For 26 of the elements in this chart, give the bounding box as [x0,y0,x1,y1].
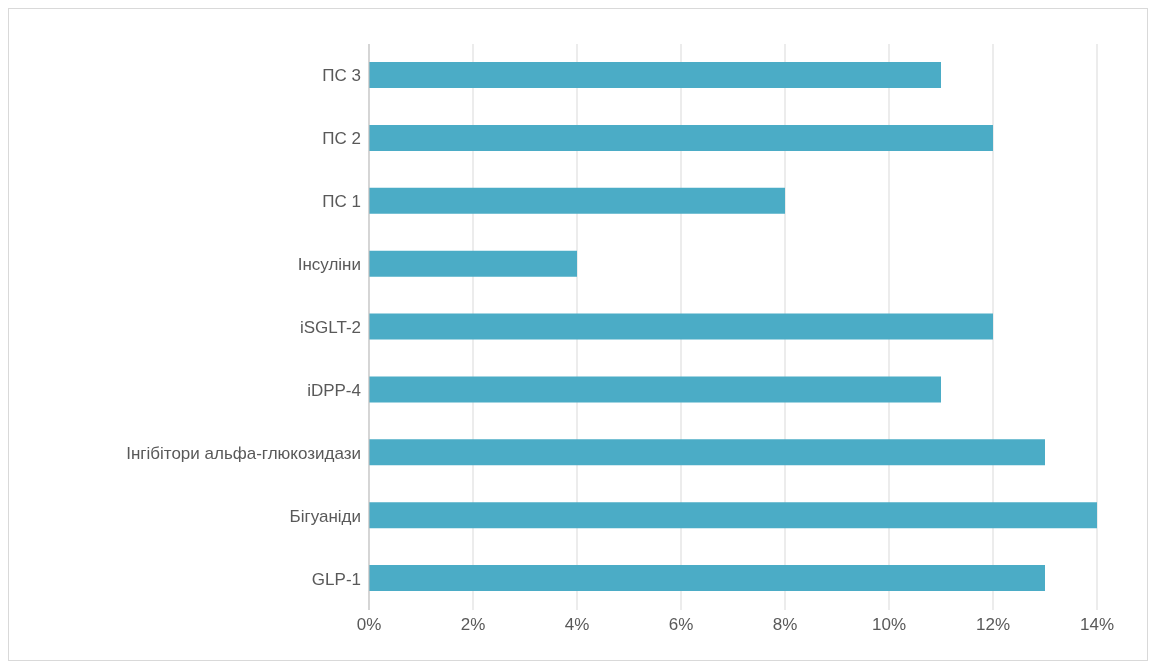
y-tick-label: Бігуаніди [289,506,361,526]
y-tick-label: iDPP-4 [307,380,361,400]
bar [369,565,1045,592]
y-tick-label: ПС 2 [322,129,361,149]
x-tick-label: 12% [975,615,1011,635]
x-tick-label: 8% [772,615,798,635]
x-tick-label: 2% [460,615,486,635]
x-tick-label: 4% [564,615,590,635]
y-tick-label: ПС 1 [322,192,361,212]
x-tick-label: 6% [668,615,694,635]
y-tick-label: Інгібітори альфа-глюкозидази [126,443,361,463]
bar [369,187,785,214]
bar [369,439,1045,466]
bar [369,376,941,403]
y-tick-label: Інсуліни [297,255,361,275]
x-tick-label: 14% [1079,615,1115,635]
y-tick-label: iSGLT-2 [299,318,361,338]
y-tick-label: ПС 3 [322,66,361,86]
bar [369,124,993,151]
y-tick-label: GLP-1 [311,569,361,589]
bar [369,313,993,340]
bar [369,250,577,277]
bar [369,502,1097,529]
bar [369,62,941,88]
x-tick-label: 0% [356,615,382,635]
x-tick-label: 10% [871,615,907,635]
